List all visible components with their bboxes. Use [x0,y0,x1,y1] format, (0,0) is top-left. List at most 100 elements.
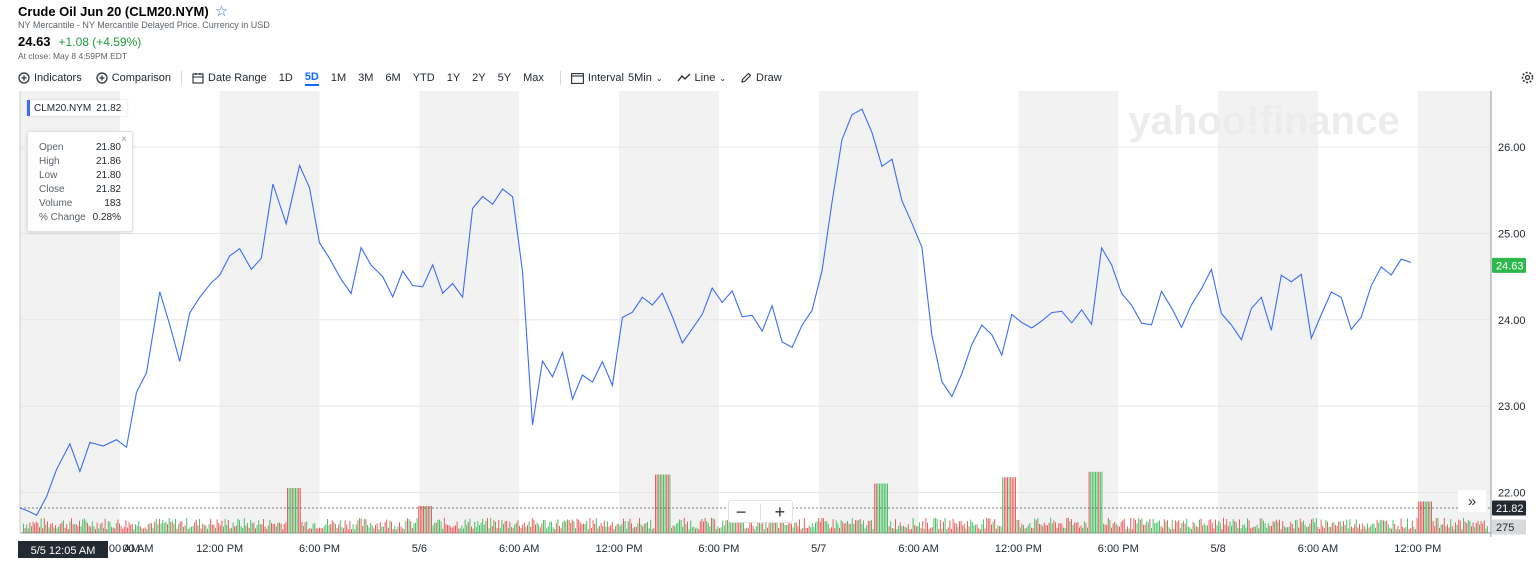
interval-dropdown[interactable]: Interval 5Min ⌄ [570,72,663,84]
volume-bar [1282,521,1284,533]
volume-bar [120,526,122,533]
volume-bar [157,524,159,533]
volume-bar [1223,517,1224,533]
volume-bar [1419,501,1421,533]
volume-bar [695,528,696,533]
volume-bar [1371,523,1373,533]
last-price-tag: 24.63 [1496,260,1524,272]
volume-bar [64,527,66,533]
volume-bar [936,518,938,533]
volume-bar [781,518,783,533]
volume-bar [325,524,327,533]
zoom-out-button[interactable]: − [735,501,747,522]
volume-bar [229,528,231,533]
volume-bar [459,528,461,533]
indicators-button[interactable]: Indicators [18,72,82,84]
volume-bar [184,525,186,533]
session-band [818,91,919,533]
volume-bar [1183,520,1184,533]
volume-bar [136,525,138,533]
volume-bar [1351,526,1352,533]
range-max[interactable]: Max [523,72,544,84]
volume-bar [602,526,604,533]
volume-bar [1402,526,1404,533]
range-3m[interactable]: 3M [358,72,374,84]
volume-bar [1107,517,1109,533]
volume-bar [680,519,682,533]
scroll-right-button[interactable]: » [1458,490,1486,512]
x-tick-label: 6:00 PM [299,543,340,555]
volume-bar [631,523,632,533]
zoom-in-button[interactable]: + [774,501,786,522]
volume-bar [1301,522,1303,533]
volume-bar [1235,522,1237,533]
volume-bar [837,523,839,533]
range-1d[interactable]: 1D [278,72,293,84]
volume-bar [578,519,580,533]
volume-bar [1069,521,1071,533]
volume-bar [727,519,728,533]
session-band [1218,91,1318,533]
volume-bar [747,528,749,533]
x-tick-label: 5/8 [1210,543,1225,555]
volume-bar [1287,527,1288,533]
volume-bar [1125,529,1127,533]
range-ytd[interactable]: YTD [412,72,435,84]
volume-bar [952,518,954,533]
range-6m[interactable]: 6M [385,72,401,84]
draw-button[interactable]: Draw [740,72,782,84]
volume-bar [471,526,472,533]
volume-bar [771,522,773,533]
volume-bar [856,520,858,533]
volume-bar [991,524,992,533]
range-5d[interactable]: 5D [304,71,319,86]
volume-bar [1027,525,1029,533]
range-5y[interactable]: 5Y [497,72,512,84]
volume-bar [223,526,224,533]
volume-bar [691,527,693,533]
volume-bar [989,518,991,533]
volume-bar [1056,528,1058,533]
range-1y[interactable]: 1Y [446,72,461,84]
volume-bar [122,528,124,533]
volume-bar [821,517,823,533]
volume-bar [792,527,794,533]
interval-value: 5Min [627,72,652,84]
volume-bar [411,527,413,533]
volume-bar [709,526,711,533]
zoom-divider [760,503,761,520]
close-icon[interactable]: × [121,134,127,145]
volume-bar [1339,521,1341,533]
volume-bar [1323,527,1325,533]
tooltip-label: Open [39,142,64,153]
chart-type-label: Line [694,72,716,84]
volume-bar [330,523,332,533]
volume-bar [1047,525,1048,533]
volume-bar [816,521,818,533]
volume-bar [487,517,488,533]
comparison-button[interactable]: Comparison [96,72,171,84]
volume-bar [400,526,402,533]
session-band [219,91,320,533]
volume-bar [485,520,487,533]
session-band [419,91,520,533]
volume-bar [1191,528,1192,533]
star-icon[interactable]: ☆ [214,2,229,20]
price-line [19,108,1412,517]
y-tick-label: 23.00 [1498,401,1526,413]
gear-icon[interactable] [1521,71,1534,84]
volume-bar [171,520,173,533]
volume-bar [133,529,135,533]
chart-type-dropdown[interactable]: Line ⌄ [677,72,726,84]
volume-bar [890,521,892,533]
date-range-button[interactable]: Date Range [192,72,267,84]
volume-bar [1032,528,1034,533]
volume-bar [1336,525,1338,533]
volume-bar [37,522,39,533]
volume-bar [655,474,656,533]
range-2y[interactable]: 2Y [472,72,486,84]
volume-bar [311,528,312,533]
range-1m[interactable]: 1M [330,72,347,84]
volume-bar [149,523,151,533]
